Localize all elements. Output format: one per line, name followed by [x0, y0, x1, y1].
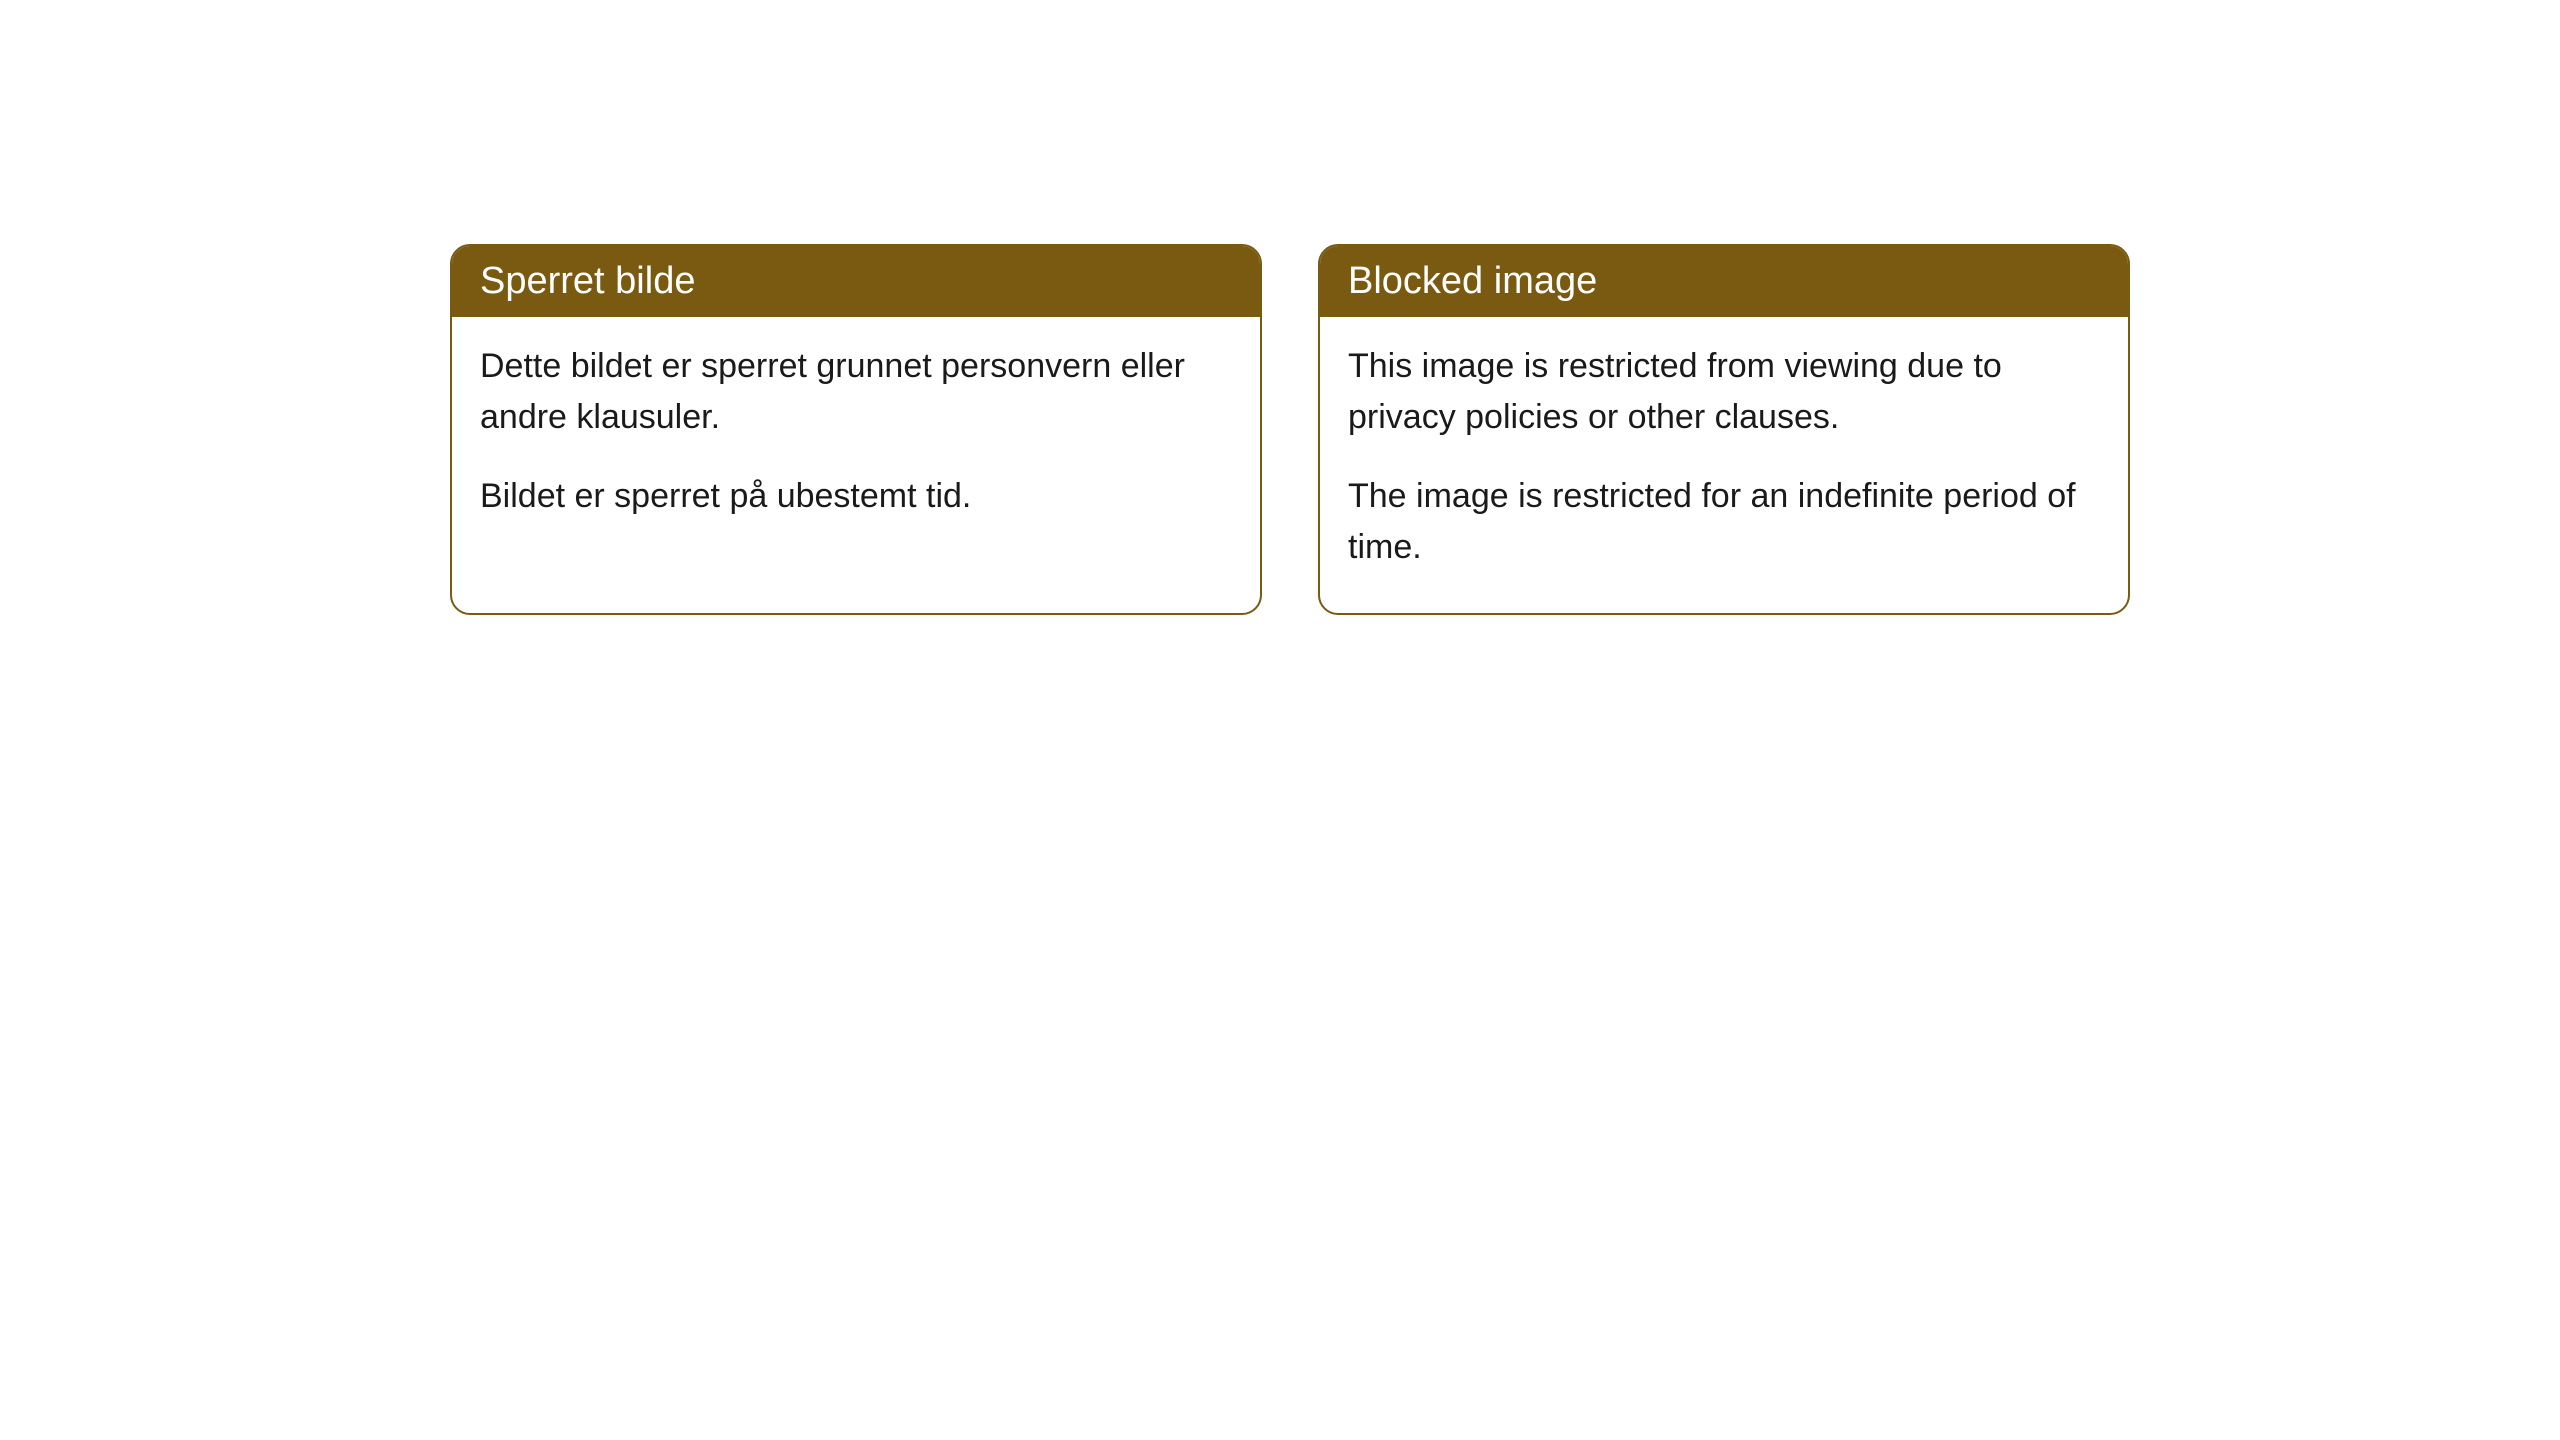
card-text-norwegian-1: Dette bildet er sperret grunnet personve…: [480, 341, 1232, 443]
card-text-norwegian-2: Bildet er sperret på ubestemt tid.: [480, 471, 1232, 522]
card-text-english-1: This image is restricted from viewing du…: [1348, 341, 2100, 443]
card-body-norwegian: Dette bildet er sperret grunnet personve…: [452, 317, 1260, 562]
card-text-english-2: The image is restricted for an indefinit…: [1348, 471, 2100, 573]
card-body-english: This image is restricted from viewing du…: [1320, 317, 2128, 613]
card-header-english: Blocked image: [1320, 246, 2128, 317]
card-norwegian: Sperret bilde Dette bildet er sperret gr…: [450, 244, 1262, 615]
card-english: Blocked image This image is restricted f…: [1318, 244, 2130, 615]
cards-container: Sperret bilde Dette bildet er sperret gr…: [450, 244, 2130, 615]
card-header-norwegian: Sperret bilde: [452, 246, 1260, 317]
